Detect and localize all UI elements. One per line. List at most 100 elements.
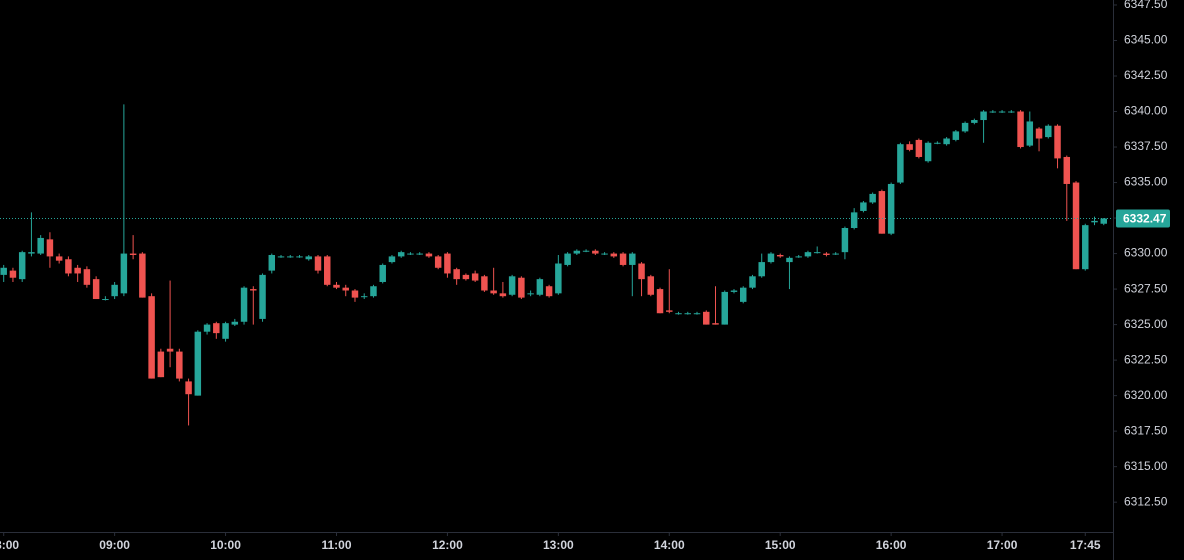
candle-body — [176, 351, 183, 379]
candle-body — [287, 256, 294, 258]
candle-body — [1008, 111, 1015, 113]
x-tick-label: 14:00 — [654, 538, 685, 552]
x-tick-label: 13:00 — [543, 538, 574, 552]
candle-body — [878, 191, 886, 234]
candle-body — [564, 253, 571, 265]
candle-body — [758, 262, 765, 277]
candle-body — [407, 253, 414, 255]
candle-body — [139, 253, 146, 298]
candle-body — [129, 253, 137, 255]
candle-body — [638, 263, 645, 280]
candle-body — [444, 253, 451, 274]
candle-body — [397, 252, 405, 257]
candle-body — [841, 228, 849, 253]
candle-body — [527, 293, 534, 295]
y-tick-label: 6340.00 — [1124, 104, 1168, 118]
x-tick-label: 17:00 — [987, 538, 1018, 552]
candle-body — [157, 351, 165, 378]
candle-body — [111, 284, 118, 297]
candle-body — [9, 270, 17, 278]
candle-body — [102, 299, 109, 301]
x-tick-label: 16:00 — [876, 538, 907, 552]
candle-body — [545, 286, 553, 297]
candle-body — [749, 276, 756, 288]
y-tick-label: 6330.00 — [1124, 246, 1168, 260]
plot-area — [0, 104, 1113, 426]
candle-body — [18, 252, 26, 280]
candle-body — [795, 256, 802, 258]
candle-body — [823, 253, 830, 255]
candle-body — [1026, 121, 1034, 146]
candle-body — [277, 256, 285, 258]
candle-body — [980, 111, 987, 121]
candle-body — [619, 253, 627, 265]
candle-body — [1063, 156, 1071, 184]
candle-body — [46, 239, 54, 257]
candle-body — [0, 267, 7, 275]
candle-body — [1017, 111, 1024, 148]
x-tick-label: 09:00 — [99, 538, 130, 552]
candle-body — [573, 250, 581, 254]
candle-body — [342, 287, 349, 291]
y-tick-label: 6327.50 — [1124, 281, 1168, 295]
y-tick-label: 6342.50 — [1124, 68, 1168, 82]
candle-body — [592, 250, 599, 254]
candle-body — [333, 284, 340, 288]
y-tick-label: 6312.50 — [1124, 494, 1168, 508]
candle-body — [582, 250, 590, 252]
candle-body — [813, 252, 821, 254]
x-tick-label: 12:00 — [432, 538, 463, 552]
candle-body — [268, 254, 276, 271]
candle-body — [508, 276, 516, 295]
x-tick-label: 11:00 — [321, 538, 351, 552]
candle-body — [434, 256, 442, 268]
candle-body — [675, 313, 682, 315]
candle-body — [1072, 182, 1080, 270]
candle-body — [656, 289, 664, 314]
candle-body — [213, 323, 220, 334]
candle-body — [739, 287, 747, 302]
candle-body — [832, 253, 839, 255]
candle-body — [194, 331, 202, 396]
candle-body — [703, 311, 710, 325]
candle-body — [490, 290, 497, 294]
candle-body — [462, 274, 470, 280]
candle-body — [240, 287, 248, 322]
candle-body — [860, 202, 867, 211]
candle-body — [850, 212, 858, 228]
candle-body — [934, 142, 941, 144]
candle-body — [379, 264, 386, 282]
y-tick-label: 6325.00 — [1124, 317, 1168, 331]
candle-body — [74, 267, 81, 274]
x-tick-label: 17:45 — [1070, 538, 1101, 552]
candle-body — [518, 277, 525, 298]
x-tick-label: 10:00 — [210, 538, 241, 552]
candle-body — [767, 253, 775, 263]
candle-body — [971, 120, 978, 123]
candle-body — [924, 142, 932, 162]
candle-body — [28, 252, 35, 254]
candle-body — [712, 323, 719, 325]
y-tick-label: 6317.50 — [1124, 423, 1168, 437]
y-tick-label: 6320.00 — [1124, 388, 1168, 402]
candle-body — [416, 253, 423, 255]
y-tick-label: 6347.50 — [1124, 0, 1168, 11]
candle-body — [536, 279, 544, 295]
last-price-badge — [1116, 209, 1170, 228]
x-tick-label: 15:00 — [765, 538, 796, 552]
candle-body — [37, 237, 44, 254]
candle-body — [1035, 128, 1043, 139]
candle-body — [601, 253, 608, 255]
candle-body — [231, 321, 239, 325]
y-tick-label: 6315.00 — [1124, 459, 1168, 473]
candle-body — [684, 313, 692, 315]
candle-body — [148, 296, 155, 379]
candle-body — [250, 289, 257, 291]
candle-body — [471, 273, 479, 281]
candle-body — [1054, 125, 1061, 159]
candle-body — [906, 144, 913, 150]
candle-body — [92, 279, 100, 300]
